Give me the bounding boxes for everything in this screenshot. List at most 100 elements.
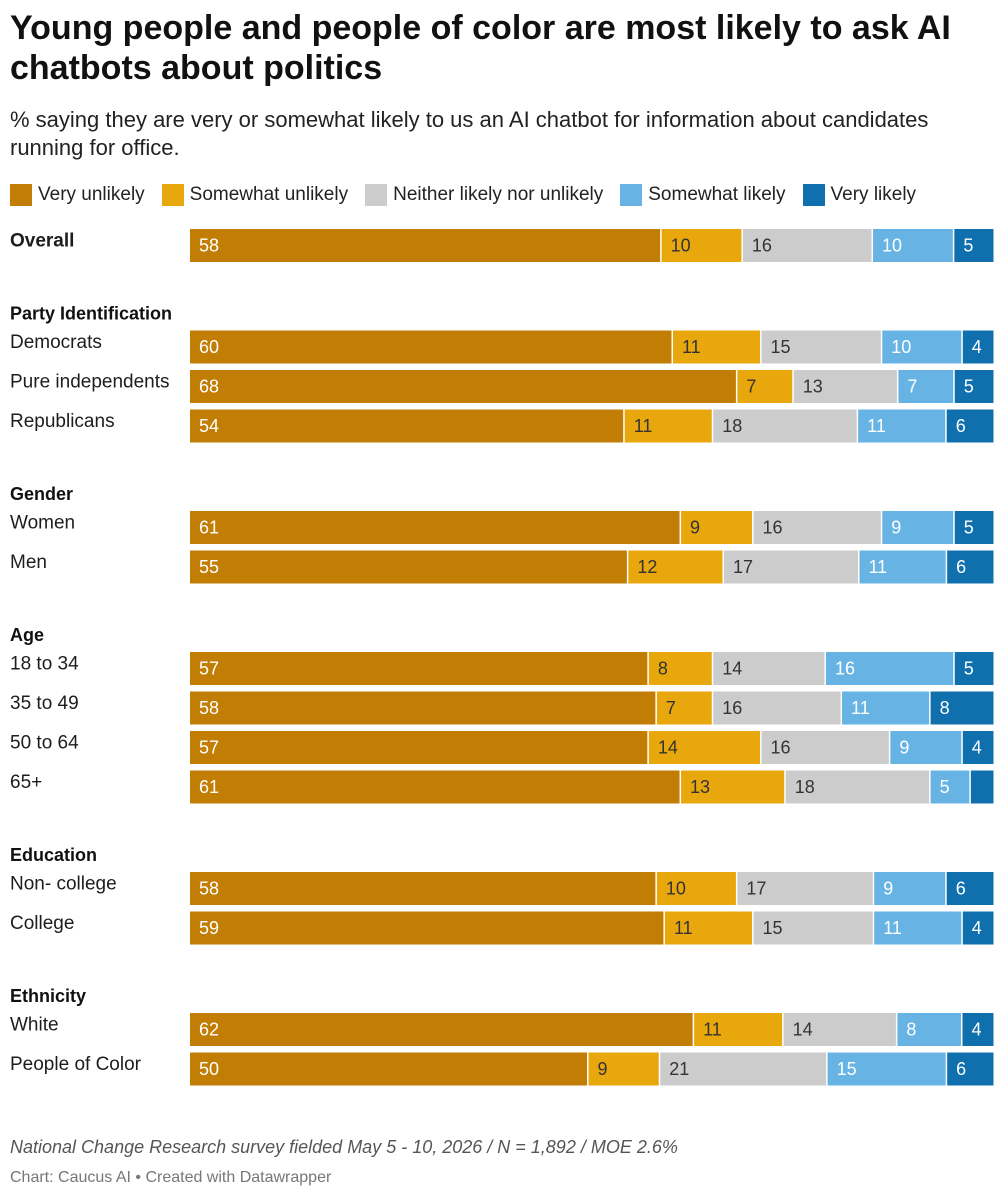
bar-segment — [737, 370, 793, 403]
data-label: 18 — [722, 416, 742, 436]
bar-segment — [946, 409, 994, 443]
data-label: 11 — [682, 337, 701, 357]
bar-segment — [874, 911, 962, 945]
bar-segment — [660, 1052, 827, 1086]
row-label: White — [10, 1015, 59, 1036]
data-label: 61 — [199, 517, 219, 537]
data-label: 54 — [199, 416, 219, 436]
bar-segment — [648, 731, 761, 764]
data-label: 15 — [837, 1059, 857, 1079]
row-label: Men — [10, 552, 47, 573]
data-label: 9 — [883, 878, 893, 898]
row-label: Pure independents — [10, 372, 170, 393]
bar-segment — [761, 330, 881, 364]
bar-segment — [962, 330, 994, 364]
bar-segment — [190, 409, 624, 443]
legend-label: Neither likely nor unlikely — [393, 184, 604, 205]
row-label: College — [10, 913, 74, 934]
data-label: 4 — [971, 1019, 981, 1039]
data-label: 7 — [666, 698, 676, 718]
bar-segment — [190, 691, 656, 725]
bar-segment — [661, 229, 742, 262]
data-label: 5 — [964, 376, 974, 396]
data-label: 15 — [763, 918, 783, 938]
bar-segment — [190, 229, 661, 262]
data-label: 14 — [722, 658, 742, 678]
row-label: Overall — [10, 231, 74, 252]
bar-segment — [628, 550, 723, 584]
bar-segment — [190, 872, 656, 905]
bar-segment — [694, 1013, 783, 1046]
data-label: 9 — [899, 737, 909, 757]
data-label: 9 — [891, 517, 901, 537]
bar-segment — [954, 511, 994, 544]
legend-swatch — [10, 184, 32, 206]
data-label: 4 — [972, 737, 982, 757]
row-label: Women — [10, 513, 75, 534]
row-label: Democrats — [10, 332, 102, 353]
group-heading: Education — [10, 845, 97, 865]
data-label: 57 — [199, 658, 219, 678]
bar-segment — [753, 511, 881, 544]
bar-segment — [970, 770, 994, 804]
bar-segment — [190, 1013, 693, 1046]
data-label: 5 — [963, 235, 973, 255]
bar-segment — [190, 731, 648, 764]
bar-segment — [930, 770, 970, 804]
data-label: 15 — [771, 337, 791, 357]
row-label: 65+ — [10, 772, 42, 793]
data-label: 5 — [964, 517, 974, 537]
bar-segment — [761, 731, 889, 764]
bar-segment — [648, 652, 712, 685]
data-label: 10 — [666, 878, 686, 898]
data-label: 58 — [199, 878, 219, 898]
data-label: 8 — [658, 658, 668, 678]
bar-segment — [190, 511, 680, 544]
bar-segment — [793, 370, 897, 403]
data-label: 55 — [199, 557, 219, 577]
data-label: 17 — [746, 878, 766, 898]
bar-segment — [930, 691, 994, 725]
bar-segment — [190, 1052, 588, 1086]
bar-segment — [190, 370, 736, 403]
data-label: 14 — [658, 737, 678, 757]
data-label: 6 — [956, 1059, 966, 1079]
bar-segment — [713, 691, 841, 725]
bar-segment — [724, 550, 859, 584]
data-label: 7 — [907, 376, 917, 396]
row-label: Non- college — [10, 874, 117, 895]
data-label: 61 — [199, 777, 219, 797]
credit: Chart: Caucus AI • Created with Datawrap… — [10, 1169, 332, 1186]
bar-segment — [890, 731, 962, 764]
data-label: 11 — [867, 416, 886, 436]
bar-segment — [898, 370, 954, 403]
data-label: 60 — [199, 337, 219, 357]
bar-segment — [656, 872, 736, 905]
data-label: 58 — [199, 698, 219, 718]
data-label: 17 — [733, 557, 753, 577]
data-label: 8 — [906, 1019, 916, 1039]
bar-segment — [742, 229, 872, 262]
data-label: 50 — [199, 1059, 219, 1079]
bar-segment — [673, 330, 761, 364]
legend-swatch — [620, 184, 643, 206]
bar-segment — [897, 1013, 961, 1046]
data-label: 16 — [763, 517, 783, 537]
data-label: 4 — [972, 337, 982, 357]
legend-item: Somewhat likely — [620, 184, 786, 206]
group-heading: Gender — [10, 484, 73, 504]
bar-segment — [713, 409, 857, 443]
bar-segment — [825, 652, 954, 685]
bar-segment — [681, 770, 785, 804]
data-label: 6 — [956, 557, 966, 577]
bar-segment — [859, 550, 946, 584]
data-label: 10 — [882, 235, 902, 255]
data-label: 11 — [883, 918, 902, 938]
bar-segment — [947, 1052, 994, 1086]
data-label: 58 — [199, 235, 219, 255]
data-label: 6 — [956, 878, 966, 898]
data-label: 57 — [199, 737, 219, 757]
data-label: 16 — [722, 698, 742, 718]
chart-subtitle: % saying they are very or somewhat likel… — [10, 107, 929, 160]
